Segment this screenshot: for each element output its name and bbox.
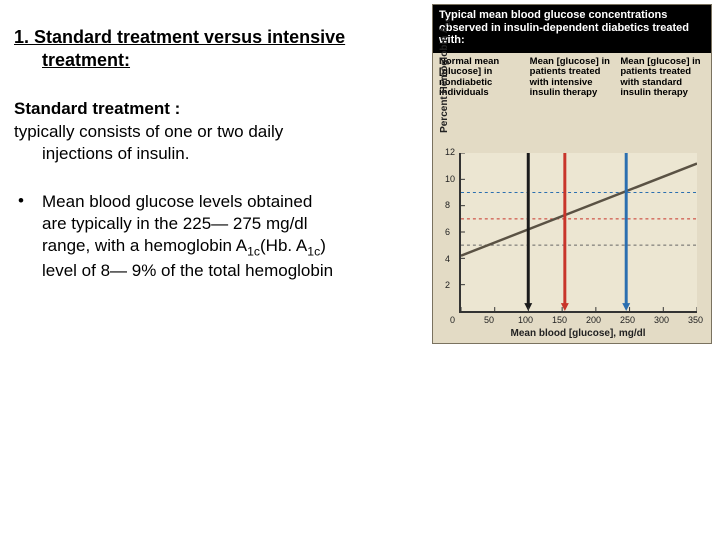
- chart-legend: Normal mean [glucose] in nondiabetic ind…: [433, 53, 711, 101]
- bullet-line-c2: (Hb. A: [260, 236, 307, 255]
- xtick-label: 200: [586, 315, 601, 325]
- plot-area: [459, 153, 697, 313]
- paragraph-standard: typically consists of one or two daily i…: [14, 121, 414, 165]
- xtick-label: 350: [688, 315, 703, 325]
- ytick-label: 2: [445, 280, 450, 290]
- chart-svg: [459, 153, 697, 313]
- xtick-label: 150: [552, 315, 567, 325]
- bullet-line-d: level of 8— 9% of the total hemoglobin: [42, 261, 333, 280]
- heading-line-1: 1. Standard treatment versus intensive: [14, 27, 345, 47]
- bullet-sub-1: 1c: [247, 245, 260, 259]
- xtick-label: 250: [620, 315, 635, 325]
- bullet-text: Mean blood glucose levels obtained are t…: [42, 191, 333, 283]
- text-column: 1. Standard treatment versus intensive t…: [14, 26, 414, 283]
- ytick-label: 8: [445, 200, 450, 210]
- chart-ylabel: Percent Hemoglobin A1C: [439, 0, 453, 155]
- legend-text-1: Mean [glucose] in patients treated with …: [530, 56, 610, 98]
- bullet-line-c3: ): [320, 236, 326, 255]
- bullet-sub-2: 1c: [307, 245, 320, 259]
- xtick-label: 100: [518, 315, 533, 325]
- ylabel-sub: 1C: [445, 17, 452, 26]
- ytick-label: 10: [445, 174, 455, 184]
- para1-line-a: typically consists of one or two daily: [14, 122, 283, 141]
- subheading: Standard treatment :: [14, 99, 414, 119]
- legend-text-2: Mean [glucose] in patients treated with …: [620, 56, 700, 98]
- bullet-line-c: range, with a hemoglobin A: [42, 236, 247, 255]
- legend-item-standard: Mean [glucose] in patients treated with …: [620, 57, 705, 99]
- bullet-line-a: Mean blood glucose levels obtained: [42, 192, 312, 211]
- chart-header: Typical mean blood glucose concentration…: [433, 5, 711, 53]
- legend-item-intensive: Mean [glucose] in patients treated with …: [530, 57, 615, 99]
- bullet-line-b: are typically in the 225— 275 mg/dl: [42, 214, 308, 233]
- para1-line-b: injections of insulin.: [14, 143, 414, 165]
- heading-line-2: treatment:: [14, 49, 414, 72]
- ytick-label: 6: [445, 227, 450, 237]
- chart-xlabel: Mean blood [glucose], mg/dl: [459, 328, 697, 339]
- section-heading: 1. Standard treatment versus intensive t…: [14, 26, 414, 73]
- chart-panel: Typical mean blood glucose concentration…: [432, 4, 712, 344]
- ytick-label: 12: [445, 147, 455, 157]
- ytick-label: 4: [445, 254, 450, 264]
- xtick-label: 50: [484, 315, 494, 325]
- xtick-label: 0: [450, 315, 455, 325]
- bullet-mark: •: [14, 191, 42, 283]
- ylabel-text: Percent Hemoglobin A: [439, 26, 450, 133]
- xtick-label: 300: [654, 315, 669, 325]
- bullet-item: • Mean blood glucose levels obtained are…: [14, 191, 414, 283]
